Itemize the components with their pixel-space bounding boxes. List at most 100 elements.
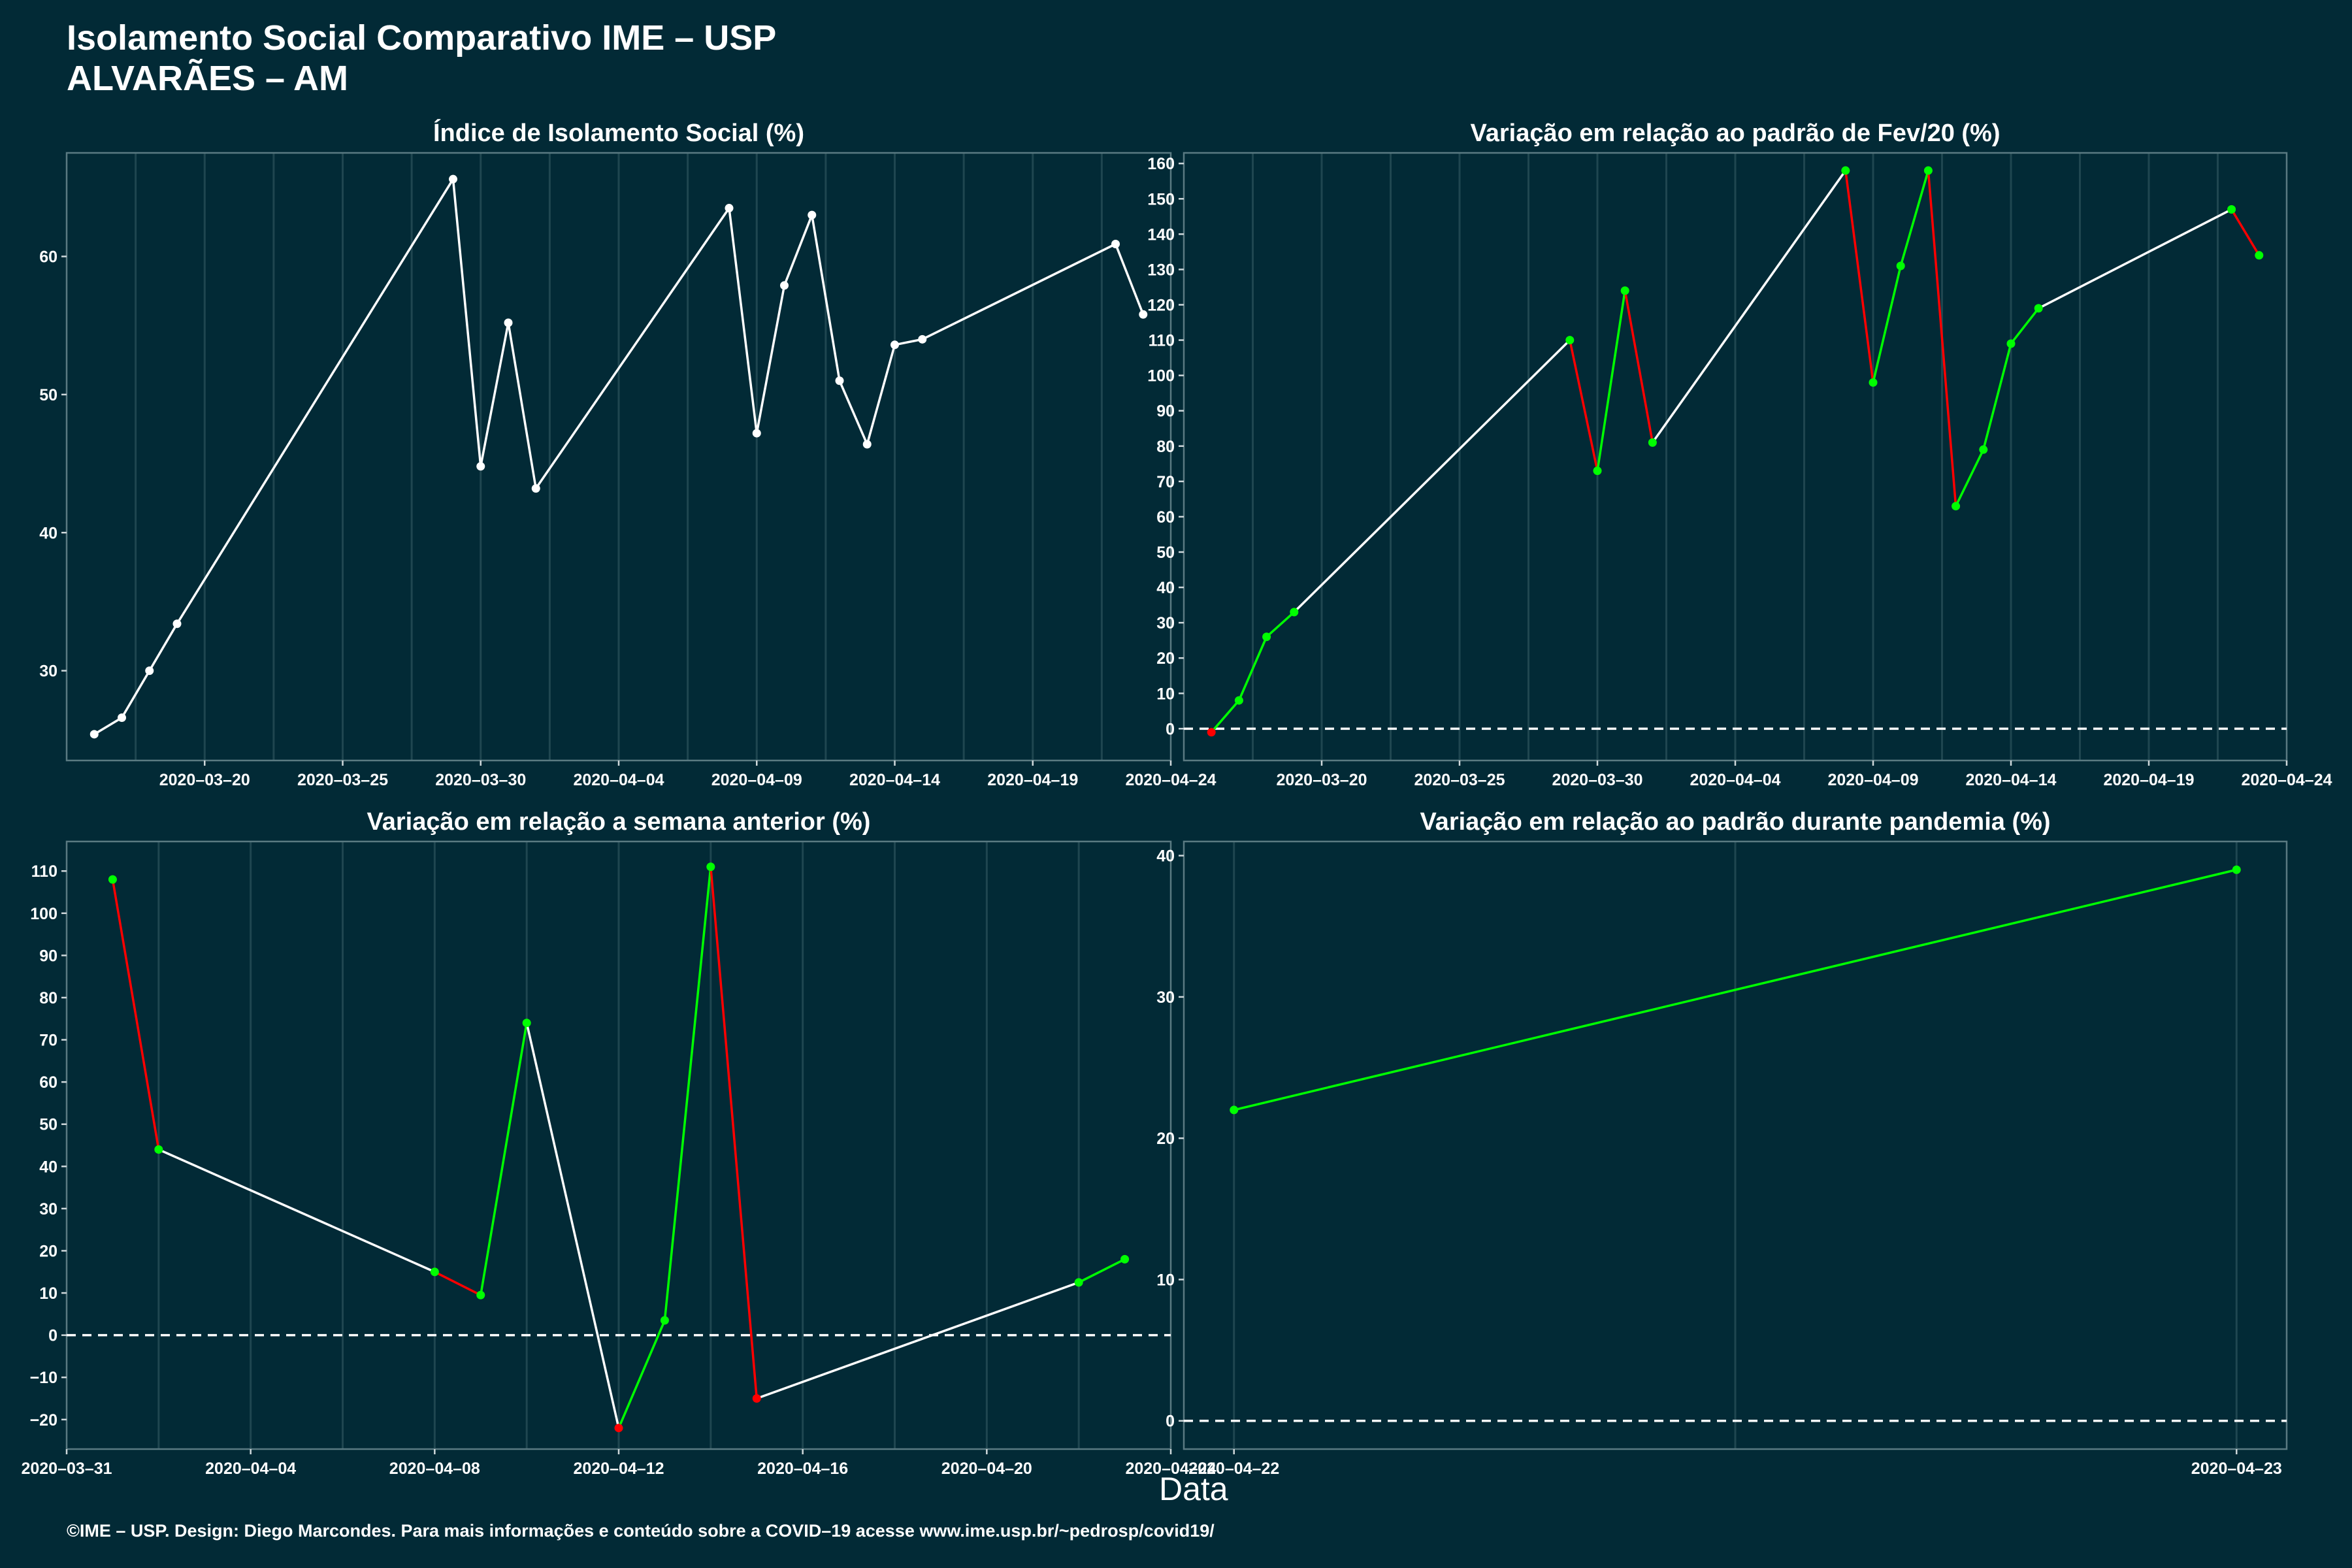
y-tick-label: 0 <box>1166 720 1175 738</box>
y-tick-label: 90 <box>39 947 57 965</box>
data-point <box>1979 445 1988 454</box>
series-line-segment <box>1927 170 1957 506</box>
series-line-segment <box>480 1022 528 1296</box>
x-tick-label: 2020–04–16 <box>757 1460 848 1478</box>
series-line-segment <box>663 866 712 1321</box>
series-line-segment <box>434 1271 482 1296</box>
y-tick-label: −20 <box>30 1411 57 1429</box>
series-line-segment <box>1266 611 1295 638</box>
series-line-segment <box>111 879 160 1150</box>
y-tick-label: 50 <box>39 386 57 404</box>
chart-title: Variação em relação ao padrão de Fev/20 … <box>1470 120 2000 147</box>
data-point <box>725 204 734 213</box>
x-tick-label: 2020–03–20 <box>159 771 250 789</box>
series-line-segment <box>1651 170 1847 444</box>
data-point <box>2006 339 2016 348</box>
x-tick-label: 2020–03–30 <box>435 771 526 789</box>
data-point <box>1593 466 1602 476</box>
data-point <box>1111 240 1120 248</box>
plot-frame <box>1183 840 2288 1450</box>
x-tick-label: 2020–03–20 <box>1276 771 1367 789</box>
x-axis-label: Data <box>1159 1471 1228 1507</box>
series-line-segment <box>1899 170 1930 267</box>
x-tick-label: 2020–03–25 <box>1414 771 1505 789</box>
series-line-segment <box>921 242 1117 340</box>
series-line-segment <box>148 623 178 672</box>
series-line-segment <box>756 1281 1079 1400</box>
data-point <box>449 174 457 184</box>
series-line-segment <box>1210 699 1240 733</box>
data-point <box>918 335 927 344</box>
series-line-segment <box>480 322 510 467</box>
y-tick-label: 40 <box>1156 847 1175 866</box>
series-line-segment <box>1569 340 1599 471</box>
data-point <box>660 1316 669 1325</box>
data-point <box>1896 261 1905 270</box>
series-line-segment <box>1114 243 1145 315</box>
y-tick-label: 70 <box>1156 473 1175 491</box>
data-point <box>1952 502 1961 511</box>
y-tick-label: 140 <box>1147 225 1175 244</box>
x-tick-label: 2020–03–31 <box>21 1460 112 1478</box>
data-point <box>476 462 485 471</box>
y-tick-label: 40 <box>39 1158 57 1176</box>
data-point <box>1620 286 1629 295</box>
data-point <box>504 318 513 327</box>
data-point <box>118 713 126 722</box>
series-line-segment <box>120 670 151 719</box>
x-tick-label: 2020–04–04 <box>573 771 664 789</box>
x-tick-label: 2020–04–19 <box>2103 771 2194 789</box>
y-tick-label: 20 <box>39 1242 57 1260</box>
series-line-segment <box>1233 868 2237 1111</box>
y-tick-label: 40 <box>1156 579 1175 597</box>
data-point <box>2255 251 2264 260</box>
x-tick-label: 2020–04–24 <box>1125 1460 1216 1478</box>
data-point <box>706 862 715 872</box>
series-line-segment <box>755 285 786 434</box>
data-point <box>108 875 117 884</box>
y-tick-label: 10 <box>39 1284 57 1303</box>
y-tick-label: 150 <box>1147 190 1175 208</box>
series-line-segment <box>2038 208 2232 310</box>
x-tick-label: 2020–04–14 <box>849 771 940 789</box>
data-point <box>1139 310 1148 319</box>
series-line-segment <box>894 338 923 346</box>
y-tick-label: 60 <box>39 1073 57 1092</box>
data-point <box>1074 1278 1083 1287</box>
data-point <box>172 619 182 629</box>
series-line-segment <box>1844 170 1874 383</box>
y-tick-label: 0 <box>1166 1413 1175 1431</box>
chart-title: Variação em relação a semana anterior (%… <box>367 808 871 836</box>
data-point <box>1923 166 1933 175</box>
data-point <box>1565 336 1575 345</box>
series-line-segment <box>93 716 123 736</box>
y-tick-label: 30 <box>1156 988 1175 1007</box>
y-tick-label: 10 <box>1156 1271 1175 1289</box>
y-tick-label: 100 <box>30 905 57 923</box>
data-point <box>90 730 99 739</box>
series-line-segment <box>1596 290 1626 471</box>
y-tick-label: 30 <box>39 662 57 681</box>
series-line-segment <box>811 214 841 382</box>
series-line-segment <box>507 322 537 489</box>
x-tick-label: 2020–04–04 <box>1690 771 1780 789</box>
y-tick-label: −10 <box>30 1369 57 1387</box>
series-line-segment <box>728 208 758 434</box>
data-point <box>862 440 872 449</box>
x-tick-label: 2020–04–09 <box>1827 771 1918 789</box>
data-point <box>2034 304 2043 313</box>
y-tick-label: 110 <box>31 862 57 881</box>
x-tick-label: 2020–04–24 <box>2241 771 2332 789</box>
data-point <box>780 281 789 290</box>
series-line-segment <box>176 178 454 625</box>
series-line-segment <box>1624 290 1654 443</box>
data-point <box>1648 438 1657 447</box>
series-line-segment <box>534 207 730 489</box>
x-tick-label: 2020–03–25 <box>297 771 388 789</box>
x-tick-label: 2020–04–08 <box>389 1460 480 1478</box>
series-line-segment <box>783 214 813 286</box>
series-line-segment <box>1237 636 1268 701</box>
data-point <box>522 1019 531 1028</box>
chart-panel-4: Variação em relação ao padrão durante pa… <box>1156 808 2288 1478</box>
y-tick-label: 50 <box>1156 544 1175 562</box>
